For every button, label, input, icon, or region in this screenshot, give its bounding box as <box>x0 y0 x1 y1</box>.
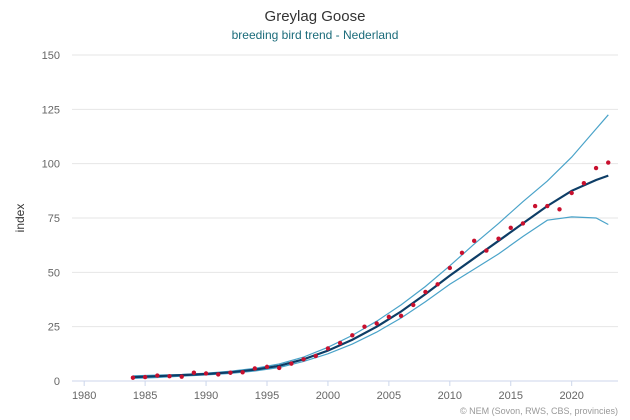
data-point[interactable] <box>362 324 367 329</box>
data-point[interactable] <box>252 366 258 371</box>
data-point[interactable] <box>203 371 209 376</box>
confidence-line-upper <box>132 114 609 377</box>
data-point[interactable] <box>228 370 233 375</box>
data-point[interactable] <box>191 370 197 375</box>
y-tick-label: 50 <box>48 267 60 279</box>
y-tick-label: 100 <box>42 159 60 171</box>
data-point[interactable] <box>142 374 148 380</box>
x-tick-label: 2020 <box>559 390 583 402</box>
data-point[interactable] <box>301 357 306 362</box>
x-tick-label: 1980 <box>72 390 96 402</box>
x-tick-label: 2005 <box>377 390 401 402</box>
data-point[interactable] <box>313 353 318 359</box>
data-point[interactable] <box>264 364 270 370</box>
y-tick-label: 75 <box>48 213 60 225</box>
data-point[interactable] <box>508 225 513 230</box>
data-point[interactable] <box>289 361 294 366</box>
data-point[interactable] <box>374 321 379 326</box>
x-tick-label: 1995 <box>255 390 279 402</box>
x-tick-label: 2000 <box>316 390 340 402</box>
data-point[interactable] <box>337 340 343 346</box>
data-point[interactable] <box>386 314 392 320</box>
x-tick-label: 2010 <box>438 390 462 402</box>
x-tick-label: 2015 <box>499 390 523 402</box>
confidence-band <box>132 114 609 379</box>
data-point[interactable] <box>216 372 221 377</box>
data-point[interactable] <box>545 203 550 209</box>
x-tick-label: 1985 <box>133 390 157 402</box>
x-tick-label: 1990 <box>194 390 218 402</box>
data-point[interactable] <box>276 365 282 371</box>
data-point[interactable] <box>240 370 245 375</box>
confidence-line-lower <box>132 216 609 379</box>
data-point[interactable] <box>411 302 416 308</box>
data-point[interactable] <box>398 313 404 318</box>
data-point[interactable] <box>423 289 428 295</box>
credits-text[interactable]: © NEM (Sovon, RWS, CBS, provincies) <box>459 406 618 416</box>
data-point[interactable] <box>484 248 489 253</box>
data-point[interactable] <box>520 221 526 226</box>
data-point[interactable] <box>557 207 562 212</box>
chart-subtitle: breeding bird trend - Nederland <box>231 28 399 42</box>
data-points <box>130 160 611 380</box>
data-point[interactable] <box>581 181 587 186</box>
data-point[interactable] <box>435 282 440 287</box>
data-point[interactable] <box>325 346 331 351</box>
y-tick-label: 25 <box>48 322 60 334</box>
y-tick-label: 0 <box>54 376 60 388</box>
data-point[interactable] <box>130 375 136 380</box>
data-point[interactable] <box>496 236 501 241</box>
data-point[interactable] <box>593 165 599 171</box>
data-point[interactable] <box>447 265 453 271</box>
trend-line-group <box>132 174 609 379</box>
axes: 0 25 50 75 100 125 150 1980 1985 1990 1995 2000 2005… <box>42 50 584 402</box>
data-point[interactable] <box>532 203 538 209</box>
data-point[interactable] <box>167 374 172 379</box>
data-point[interactable] <box>606 160 611 165</box>
data-point[interactable] <box>350 333 355 338</box>
chart-title: Greylag Goose <box>264 8 366 25</box>
data-point[interactable] <box>179 374 184 379</box>
trend-line <box>132 174 609 379</box>
data-point[interactable] <box>155 373 160 378</box>
y-tick-label: 125 <box>42 104 60 116</box>
data-point[interactable] <box>459 250 465 255</box>
data-point[interactable] <box>471 238 477 244</box>
y-axis-label: index <box>13 204 27 233</box>
y-tick-label: 150 <box>42 50 60 62</box>
data-point[interactable] <box>569 190 574 196</box>
grid-lines <box>72 54 618 382</box>
